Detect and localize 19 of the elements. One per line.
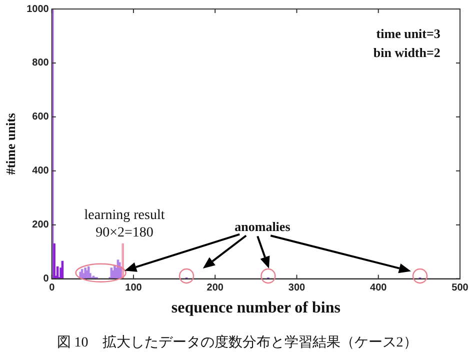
x-tick-label: 200 [206, 282, 224, 294]
annotation: bin width=2 [373, 44, 440, 60]
y-tick-label: 600 [32, 112, 50, 123]
x-tick-label: 100 [125, 282, 142, 294]
y-tick-label: 400 [32, 166, 50, 177]
x-tick-label: 300 [288, 282, 306, 294]
annotation: time unit=3 [376, 26, 441, 41]
x-tick-label: 500 [452, 282, 469, 294]
y-tick-label: 0 [43, 274, 50, 285]
annotation: learning result [84, 208, 165, 223]
annotation: anomalies [234, 219, 290, 234]
y-tick-label: 1000 [26, 4, 50, 15]
annotation: 90×2=180 [96, 226, 154, 241]
y-tick-label: 800 [32, 58, 50, 69]
y-tick-label: 200 [32, 220, 50, 231]
y-axis-title: #time units [3, 113, 18, 175]
caption: 図 10 拡大したデータの度数分布と学習結果（ケース2） [56, 334, 418, 351]
x-axis-title: sequence number of bins [171, 300, 340, 317]
x-tick-label: 400 [370, 282, 388, 294]
